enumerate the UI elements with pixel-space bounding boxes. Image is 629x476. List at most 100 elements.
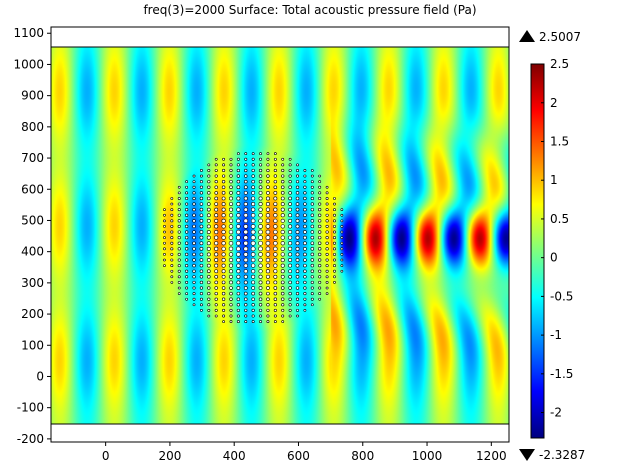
scatterer-dot — [170, 269, 174, 273]
scatterer-dot — [281, 297, 285, 301]
scatterer-dot — [243, 263, 248, 268]
scatterer-dot — [177, 269, 181, 273]
scatterer-dot — [318, 174, 322, 178]
scatterer-dot — [288, 269, 293, 274]
scatterer-dot — [221, 179, 226, 184]
scatterer-dot — [251, 157, 255, 161]
scatterer-dot — [229, 191, 233, 195]
scatterer-dot — [273, 269, 278, 274]
scatterer-dot — [184, 252, 189, 257]
scatterer-dot — [266, 291, 270, 296]
scatterer-dot — [199, 230, 204, 234]
scatterer-dot — [280, 213, 285, 218]
scatterer-dot — [258, 274, 263, 279]
scatterer-dot — [288, 185, 292, 189]
colorbar-tick-label: -1 — [550, 328, 562, 342]
scatterer-dot — [229, 196, 233, 201]
scatterer-dot — [333, 269, 336, 273]
scatterer-dot — [258, 196, 263, 201]
scatterer-dot — [244, 163, 248, 167]
scatterer-dot — [214, 224, 219, 229]
scatterer-dot — [222, 157, 226, 161]
scatterer-dot — [221, 174, 226, 178]
scatterer-dot — [266, 190, 270, 195]
scatterer-array — [163, 152, 344, 324]
scatterer-dot — [273, 229, 278, 235]
scatterer-dot — [214, 191, 218, 195]
scatterer-dot — [221, 257, 226, 263]
scatterer-dot — [185, 292, 189, 296]
scatterer-dot — [258, 235, 263, 241]
scatterer-dot — [266, 308, 270, 312]
scatterer-dot — [221, 218, 226, 223]
scatterer-dot — [207, 174, 211, 178]
scatterer-dot — [185, 286, 189, 290]
scatterer-dot — [273, 291, 278, 296]
scatterer-dot — [281, 163, 285, 167]
scatterer-dot — [265, 207, 271, 212]
scatterer-dot — [296, 308, 299, 312]
scatterer-dot — [214, 286, 218, 290]
colorbar-gradient — [530, 63, 545, 439]
scatterer-dot — [199, 207, 204, 212]
scatterer-dot — [199, 196, 204, 201]
scatterer-dot — [318, 252, 322, 257]
scatterer-dot — [280, 235, 285, 240]
scatterer-dot — [251, 320, 255, 324]
scatterer-dot — [185, 269, 189, 273]
scatterer-dot — [243, 196, 248, 201]
scatterer-dot — [310, 230, 315, 234]
scatterer-dot — [280, 269, 285, 274]
scatterer-dot — [273, 224, 278, 229]
x-tick-label: 200 — [158, 449, 181, 463]
scatterer-dot — [318, 235, 322, 240]
scatterer-dot — [184, 247, 189, 251]
scatterer-dot — [228, 252, 234, 257]
scatterer-dot — [318, 196, 322, 200]
scatterer-dot — [280, 202, 285, 206]
scatterer-dot — [318, 208, 322, 212]
scatterer-dot — [251, 303, 255, 307]
scatterer-dot — [295, 174, 300, 178]
scatterer-dot — [192, 174, 196, 178]
scatterer-dot — [265, 240, 271, 246]
scatterer-dot — [280, 196, 285, 201]
scatterer-dot — [340, 208, 344, 211]
scatterer-dot — [303, 196, 307, 201]
scatterer-dot — [280, 185, 285, 189]
scatterer-dot — [236, 168, 240, 173]
scatterer-dot — [192, 230, 196, 234]
scatterer-dot — [228, 229, 234, 235]
scatterer-dot — [221, 269, 226, 274]
scatterer-dot — [244, 303, 248, 307]
scatterer-dot — [310, 269, 314, 273]
scatterer-dot — [303, 292, 307, 296]
x-tick-label: 1000 — [412, 449, 443, 463]
scatterer-dot — [163, 264, 166, 267]
scatterer-dot — [251, 190, 256, 195]
scatterer-dot — [177, 247, 181, 251]
scatterer-dot — [273, 157, 277, 161]
scatterer-dot — [266, 280, 270, 285]
scatterer-dot — [258, 179, 263, 184]
scatterer-dot — [199, 202, 204, 206]
scatterer-dot — [303, 241, 307, 246]
scatterer-dot — [333, 213, 336, 217]
y-tick-label: 600 — [21, 182, 44, 196]
scatterer-dot — [333, 264, 336, 268]
scatterer-dot — [310, 297, 314, 301]
scatterer-dot — [206, 218, 211, 223]
scatterer-dot — [192, 269, 196, 273]
colorbar-max-label: 2.5007 — [539, 30, 581, 44]
scatterer-dot — [214, 274, 219, 279]
scatterer-dot — [243, 280, 248, 285]
scatterer-dot — [163, 253, 166, 256]
scatterer-dot — [228, 207, 234, 212]
scatterer-dot — [273, 202, 278, 207]
scatterer-dot — [325, 286, 329, 290]
scatterer-dot — [325, 213, 329, 217]
scatterer-dot — [214, 163, 218, 167]
scatterer-dot — [288, 241, 293, 246]
scatterer-dot — [288, 235, 293, 240]
scatterer-dot — [310, 224, 315, 229]
